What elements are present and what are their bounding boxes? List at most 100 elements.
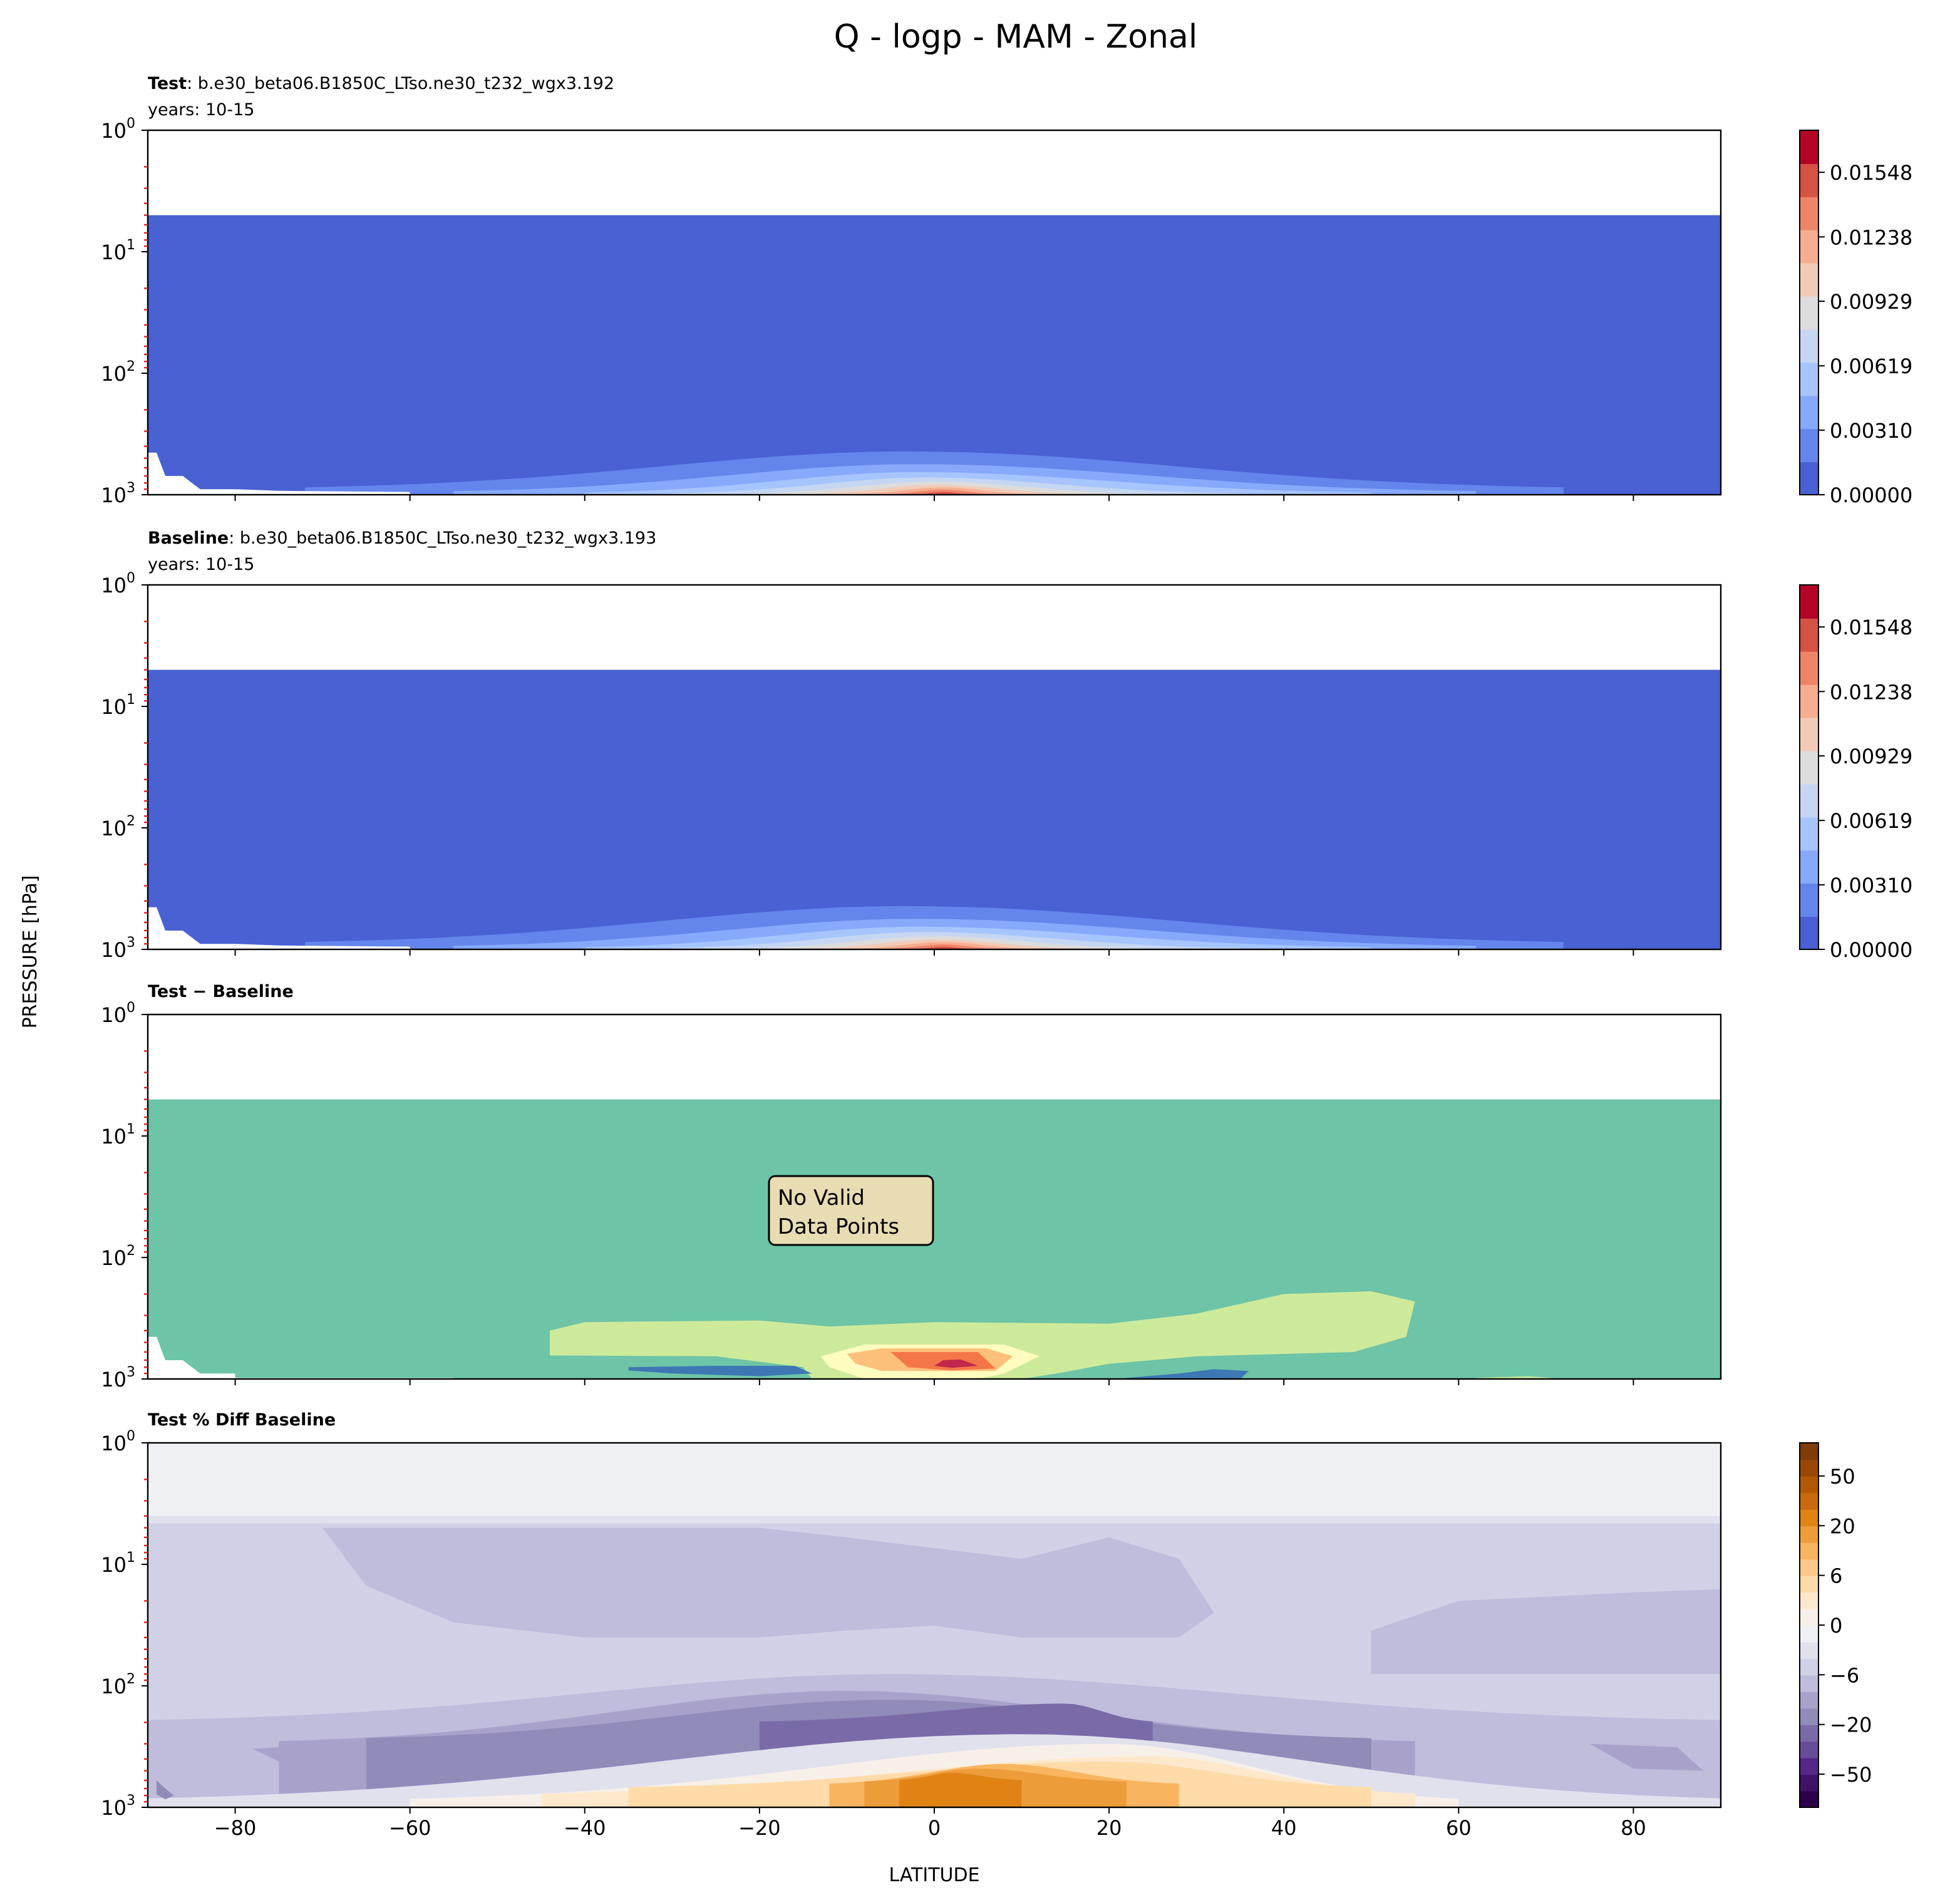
tick-base: 10 bbox=[101, 1003, 126, 1027]
contour-band bbox=[1127, 1369, 1249, 1379]
contour-band bbox=[934, 1359, 978, 1368]
colorbar: 0.00000 0.00310 0.00619 0.00929 0.01238 0.015… bbox=[1799, 130, 1912, 507]
y-tick-label: 103 bbox=[101, 935, 135, 962]
tick-exp: 3 bbox=[126, 1365, 135, 1380]
colorbar-segment bbox=[1800, 428, 1818, 463]
tick-base: 10 bbox=[101, 574, 126, 597]
panel4-title: Test % Diff Baseline bbox=[148, 1410, 336, 1430]
colorbar-tick-label: 6 bbox=[1830, 1564, 1842, 1588]
colorbar-tick-label: −50 bbox=[1830, 1763, 1872, 1787]
tick-exp: 3 bbox=[126, 1793, 135, 1809]
colorbar-segment bbox=[1800, 262, 1818, 297]
colorbar-frame bbox=[1799, 584, 1819, 950]
contour-band bbox=[899, 1773, 1022, 1807]
colorbar-tick-label: 0.01238 bbox=[1830, 680, 1912, 704]
panel1-title: Test: b.e30_beta06.B1850C_LTso.ne30_t232… bbox=[148, 74, 614, 93]
colorbar-tick-label: 0.00929 bbox=[1830, 745, 1912, 768]
tick-base: 10 bbox=[101, 817, 126, 840]
plot-area bbox=[148, 1015, 1721, 1379]
contour-band bbox=[157, 1780, 174, 1800]
x-tick-label: 0 bbox=[928, 1816, 941, 1840]
y-tick-label: 102 bbox=[101, 813, 135, 840]
colorbar-segment bbox=[1800, 462, 1818, 495]
contour-band bbox=[550, 1291, 1415, 1379]
plot-area bbox=[148, 585, 1721, 949]
tick-exp: 3 bbox=[126, 480, 135, 496]
colorbar-segment bbox=[1800, 1492, 1818, 1510]
colorbar-segment bbox=[1800, 1608, 1818, 1626]
missing-data bbox=[235, 489, 410, 495]
x-axis-label: LATITUDE bbox=[889, 1864, 979, 1886]
panel2-subtitle: years: 10-15 bbox=[148, 555, 254, 574]
suptitle: Q - logp - MAM - Zonal bbox=[834, 18, 1198, 56]
tick-base: 10 bbox=[101, 1675, 126, 1698]
colorbar-tick-label: 20 bbox=[1830, 1514, 1855, 1538]
colorbar: 0.00000 0.00310 0.00619 0.00929 0.01238 0.015… bbox=[1799, 584, 1912, 962]
x-tick-label: −80 bbox=[214, 1816, 257, 1840]
colorbar-segment bbox=[1800, 130, 1818, 164]
colorbar-segment bbox=[1800, 617, 1818, 652]
tick-exp: 3 bbox=[126, 935, 135, 951]
no-valid-data-annotation: No Valid Data Points bbox=[768, 1175, 934, 1246]
colorbar-segment bbox=[1800, 1526, 1818, 1543]
panel1-subtitle: years: 10-15 bbox=[148, 100, 254, 120]
colorbar-segment bbox=[1800, 883, 1818, 917]
y-axis-label: PRESSURE [hPa] bbox=[19, 875, 41, 1029]
tick-exp: 2 bbox=[126, 359, 135, 374]
tick-base: 10 bbox=[101, 1553, 126, 1577]
colorbar-segment bbox=[1800, 1459, 1818, 1477]
y-tick-label: 102 bbox=[101, 1243, 135, 1270]
colorbar-tick-label: 0.01238 bbox=[1830, 225, 1912, 249]
colorbar-segment bbox=[1800, 1443, 1818, 1460]
colorbar-tick-label: 0.00000 bbox=[1830, 938, 1912, 962]
colorbar-segment bbox=[1800, 684, 1818, 718]
colorbar-segment bbox=[1800, 1575, 1818, 1593]
y-tick-label: 102 bbox=[101, 359, 135, 386]
colorbar-segment bbox=[1800, 1741, 1818, 1758]
contour-band bbox=[148, 669, 1721, 949]
y-tick-label: 103 bbox=[101, 1793, 135, 1820]
colorbar-segment bbox=[1800, 395, 1818, 430]
colorbar-tick-label: 0.00619 bbox=[1830, 809, 1912, 833]
colorbar-tick-label: −20 bbox=[1830, 1713, 1872, 1737]
missing-data bbox=[235, 944, 410, 949]
colorbar-segment bbox=[1800, 1542, 1818, 1560]
y-tick-label: 100 bbox=[101, 571, 135, 597]
colorbar-segment bbox=[1800, 1691, 1818, 1709]
colorbar-segment bbox=[1800, 329, 1818, 363]
colorbar-tick-label: 0.01548 bbox=[1830, 616, 1912, 639]
colorbar-segment bbox=[1800, 1774, 1818, 1792]
tick-exp: 2 bbox=[126, 1243, 135, 1259]
colorbar-frame bbox=[1799, 130, 1819, 495]
y-tick-label: 100 bbox=[101, 116, 135, 143]
tick-base: 10 bbox=[101, 240, 126, 264]
y-tick-label: 100 bbox=[101, 1428, 135, 1455]
y-tick-label: 101 bbox=[101, 1550, 135, 1577]
colorbar: 50 20 6 0 −6 −20 −50 bbox=[1799, 1442, 1872, 1808]
colorbar-segment bbox=[1800, 1559, 1818, 1576]
x-tick-label: −20 bbox=[738, 1816, 781, 1840]
y-tick-label: 101 bbox=[101, 692, 135, 719]
tick-base: 10 bbox=[101, 1796, 126, 1820]
tick-exp: 0 bbox=[126, 116, 135, 132]
colorbar-segment bbox=[1800, 817, 1818, 851]
colorbar-tick-label: 0 bbox=[1830, 1614, 1842, 1638]
tick-base: 10 bbox=[101, 119, 126, 143]
colorbar-segment bbox=[1800, 1509, 1818, 1527]
tick-base: 10 bbox=[101, 938, 126, 962]
panel3-title: Test − Baseline bbox=[148, 982, 294, 1001]
colorbar-segment bbox=[1800, 651, 1818, 685]
tick-exp: 1 bbox=[126, 1122, 135, 1137]
colorbar-segment bbox=[1800, 1675, 1818, 1692]
tick-base: 10 bbox=[101, 695, 126, 719]
missing-data bbox=[148, 907, 235, 949]
tick-exp: 2 bbox=[126, 1671, 135, 1687]
plot-area bbox=[148, 1443, 1721, 1807]
tick-base: 10 bbox=[101, 1125, 126, 1149]
contour-band bbox=[1371, 1589, 1721, 1675]
contour-band bbox=[252, 1745, 340, 1762]
x-tick-label: 20 bbox=[1096, 1816, 1122, 1840]
contour-band bbox=[628, 1366, 812, 1376]
